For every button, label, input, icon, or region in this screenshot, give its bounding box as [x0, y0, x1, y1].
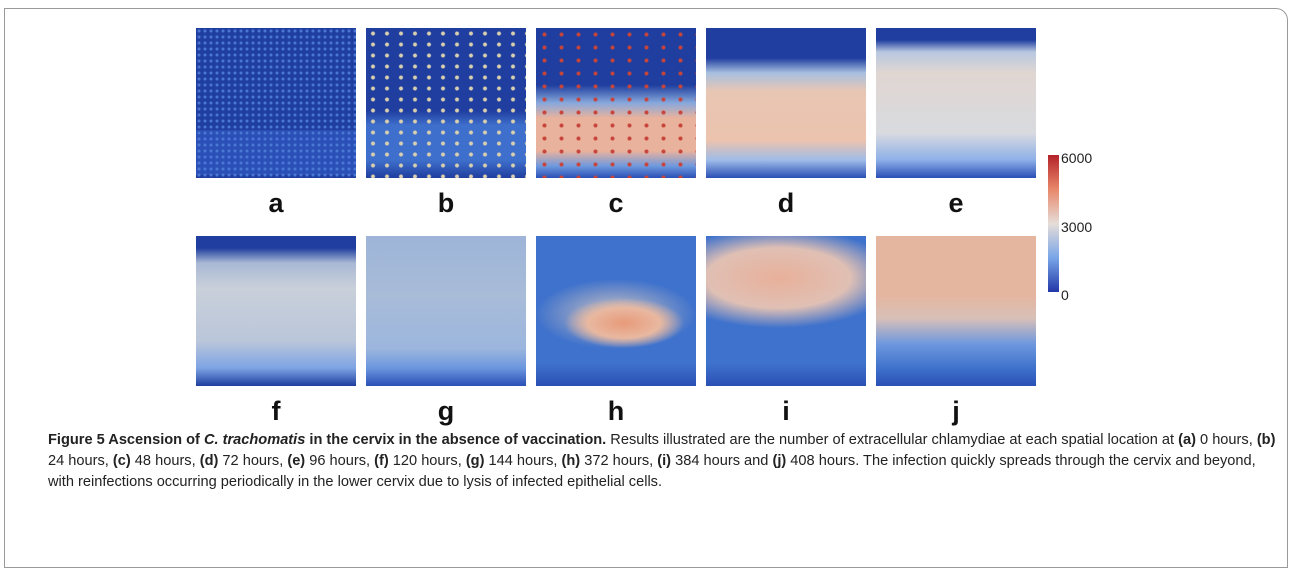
caption-text: (j) [772, 453, 787, 469]
panel-label: b [437, 188, 455, 218]
caption-text: (a) [1178, 432, 1196, 448]
panel-image [196, 28, 356, 178]
panel-label: g [437, 396, 455, 426]
panel-label: d [777, 188, 795, 218]
caption-text: 384 hours and [671, 453, 773, 469]
caption-text: (d) [199, 453, 219, 469]
caption-text: 48 hours, [130, 453, 200, 469]
caption-text: (f) [374, 453, 389, 469]
caption-text: Results illustrated are the number of ex… [606, 432, 1179, 448]
colorbar-tick-label: 3000 [1061, 218, 1093, 235]
caption-text: (e) [287, 453, 306, 469]
caption-text: 72 hours, [218, 453, 288, 469]
caption-text: (h) [561, 453, 581, 469]
caption-text: (b) [1256, 432, 1276, 448]
panel-image [876, 236, 1036, 386]
panel-image [196, 236, 356, 386]
caption: Figure 5 Ascension of C. trachomatis in … [48, 430, 1278, 493]
panel-image [536, 236, 696, 386]
caption-text: in the cervix in the absence of vaccinat… [305, 432, 607, 448]
panel-label: i [782, 396, 790, 426]
panel-label: h [607, 396, 625, 426]
panel-label: e [948, 188, 964, 218]
caption-text: 408 hours. The infection quickly spreads… [48, 453, 1256, 490]
panel-image [706, 236, 866, 386]
panel-label: j [952, 396, 960, 426]
caption-text: (c) [112, 453, 131, 469]
caption-text: (i) [657, 453, 672, 469]
panel-image [536, 28, 696, 178]
panel-image [876, 28, 1036, 178]
caption-text: 0 hours, [1195, 432, 1257, 448]
caption-text: 120 hours, [388, 453, 466, 469]
caption-text: 96 hours, [305, 453, 375, 469]
panel-label: f [271, 396, 281, 426]
panel-image [706, 28, 866, 178]
caption-text: (g) [465, 453, 485, 469]
panel-label: c [608, 188, 624, 218]
panel-label: a [268, 188, 284, 218]
panel-image [366, 28, 526, 178]
caption-text: 372 hours, [580, 453, 658, 469]
caption-text: C. trachomatis [203, 432, 306, 448]
caption-text: 144 hours, [484, 453, 562, 469]
page: a b c d e f g h i j Figure 5 Ascension of C. trac… [4, 8, 1288, 568]
colorbar-tick-label: 0 [1061, 287, 1069, 303]
caption-text: Figure 5 Ascension of [48, 432, 204, 448]
colorbar-tick-label: 6000 [1061, 150, 1093, 166]
colorbar [1048, 155, 1059, 292]
caption-text: 24 hours, [48, 453, 113, 469]
panel-image [366, 236, 526, 386]
